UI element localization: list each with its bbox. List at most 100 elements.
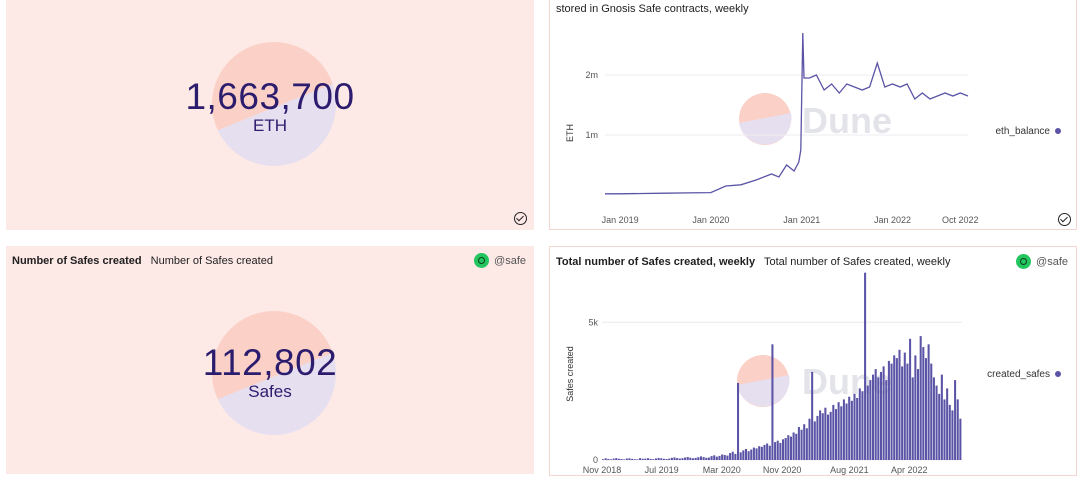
bar [760,446,763,460]
bar [819,410,822,460]
bar [731,451,734,460]
bar [874,369,877,460]
bar [609,459,612,460]
bar [710,456,713,460]
legend-dot [1055,371,1061,377]
watermark-text: Dune [802,100,892,141]
owner-handle: @safe [494,254,526,267]
bar [909,338,912,460]
owner-link[interactable]: @safe [474,253,526,268]
bar [750,449,753,460]
bar [607,458,610,460]
bar [824,407,827,460]
bar [845,403,848,460]
bar [959,418,962,460]
x-tick-label: Jan 2020 [692,215,729,225]
bar [744,449,747,460]
bar [641,458,644,460]
legend-dot [1055,128,1061,134]
dune-watermark: Dune [737,355,892,407]
bar [890,363,893,460]
x-tick-label: Nov 2018 [583,465,622,475]
bar [829,411,832,460]
x-tick-label: Mar 2020 [703,465,741,475]
bar [842,399,845,460]
y-axis-label: ETH [565,124,575,142]
bar [895,358,898,460]
eth-balance-line [605,32,969,195]
bar [927,344,930,460]
y-tick-label: 2m [585,70,598,80]
panel-title: Total number of Safes created, weekly [556,256,756,268]
bar [602,459,605,460]
bar [816,415,819,460]
bar [940,374,943,460]
safes-created-chart-panel: Total number of Safes created, weekly To… [549,246,1077,476]
x-tick-label: Nov 2020 [763,465,802,475]
bar [948,404,951,460]
bar [906,363,909,460]
bar [911,377,914,460]
bar [832,404,835,460]
bar [625,458,628,460]
eth-balance-chart-panel: stored in Gnosis Safe contracts, weekly … [549,0,1077,230]
bar [898,349,901,460]
bar [943,399,946,460]
bar [864,272,867,460]
bar [705,457,708,460]
bar [684,457,687,460]
bar [681,458,684,460]
bar [813,421,816,460]
bar [879,371,882,460]
x-tick-label: Oct 2022 [942,215,979,225]
legend-label: eth_balance [996,126,1051,137]
bar [930,363,933,460]
y-tick-label: 0 [593,455,598,465]
bar [702,457,705,460]
bar [935,385,938,460]
bar [797,427,800,460]
owner-handle: @safe [1036,255,1068,268]
owner-link[interactable]: @safe [1016,254,1068,269]
y-tick-label: 1m [585,130,598,140]
bar [670,457,673,460]
safes-unit-label: Safes [248,382,292,401]
bar [919,336,922,460]
counter-decoration [212,311,336,435]
bar [707,457,710,460]
bar [673,457,676,460]
bar [808,418,811,460]
bar [662,458,665,460]
panel-header: Number of Safes created Number of Safes … [12,255,524,267]
bar [789,436,792,460]
bar [692,458,695,460]
bar [811,371,814,460]
bar [652,459,655,460]
bar [713,455,716,460]
panel-header: Total number of Safes created, weekly To… [556,256,1066,268]
check-circle-icon [1058,213,1071,226]
bar [689,457,692,460]
bar [924,358,927,460]
bar [699,456,702,460]
bar [612,458,615,460]
bar [742,450,745,460]
bar [739,452,742,460]
bar [654,458,657,460]
bar [827,414,830,460]
bar [795,433,798,460]
bar [660,458,663,460]
bar [861,391,864,460]
bar [848,396,851,460]
bar [676,458,679,460]
safe-logo-icon [474,253,490,268]
bar [678,458,681,460]
bar [774,442,777,460]
x-tick-label: Apr 2022 [891,465,928,475]
bar [633,459,636,460]
bar [954,380,957,460]
bar [792,432,795,460]
safe-logo-icon [1016,254,1032,269]
bar [718,455,721,460]
bar [631,458,634,460]
